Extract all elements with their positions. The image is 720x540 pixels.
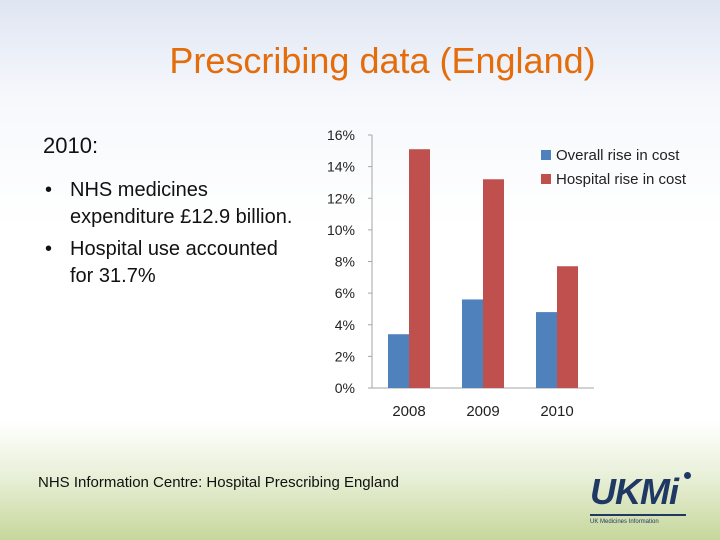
legend-swatch [541, 150, 551, 160]
x-tick-label: 2008 [392, 403, 425, 420]
x-tick-label: 2010 [540, 403, 573, 420]
legend-swatch [541, 174, 551, 184]
y-tick-label: 10% [327, 222, 355, 238]
y-tick-label: 6% [335, 285, 355, 301]
text-panel: 2010: NHS medicines expenditure £12.9 bi… [43, 133, 303, 295]
logo-dot [684, 472, 691, 479]
bullet-list: NHS medicines expenditure £12.9 billion.… [43, 177, 303, 290]
logo-subtitle: UK Medicines Information [590, 519, 659, 525]
y-tick-label: 14% [327, 159, 355, 175]
ukmi-logo: UKMi UK Medicines Information [590, 472, 698, 532]
bullet-item-hospital-use: Hospital use accounted for 31.7% [43, 236, 303, 290]
legend-label: Hospital rise in cost [556, 171, 687, 188]
y-tick-label: 2% [335, 348, 355, 364]
logo-wordmark: UKMi [590, 471, 679, 512]
source-citation: NHS Information Centre: Hospital Prescri… [38, 474, 400, 491]
y-tick-label: 8% [335, 254, 355, 270]
y-tick-label: 4% [335, 317, 355, 333]
y-tick-label: 16% [327, 127, 355, 143]
y-tick-label: 12% [327, 190, 355, 206]
bar-overall-rise [462, 299, 483, 388]
year-heading: 2010: [43, 133, 99, 158]
x-tick-label: 2009 [466, 403, 499, 420]
bar-hospital-rise [409, 149, 430, 388]
logo-rule [590, 514, 686, 516]
bar-overall-rise [536, 312, 557, 388]
legend-label: Overall rise in cost [556, 147, 680, 164]
bullet-item-expenditure: NHS medicines expenditure £12.9 billion. [43, 177, 303, 231]
bar-overall-rise [388, 334, 409, 388]
slide-title: Prescribing data (England) [169, 40, 596, 81]
bar-hospital-rise [557, 266, 578, 388]
y-tick-label: 0% [335, 380, 355, 396]
bar-hospital-rise [483, 179, 504, 388]
